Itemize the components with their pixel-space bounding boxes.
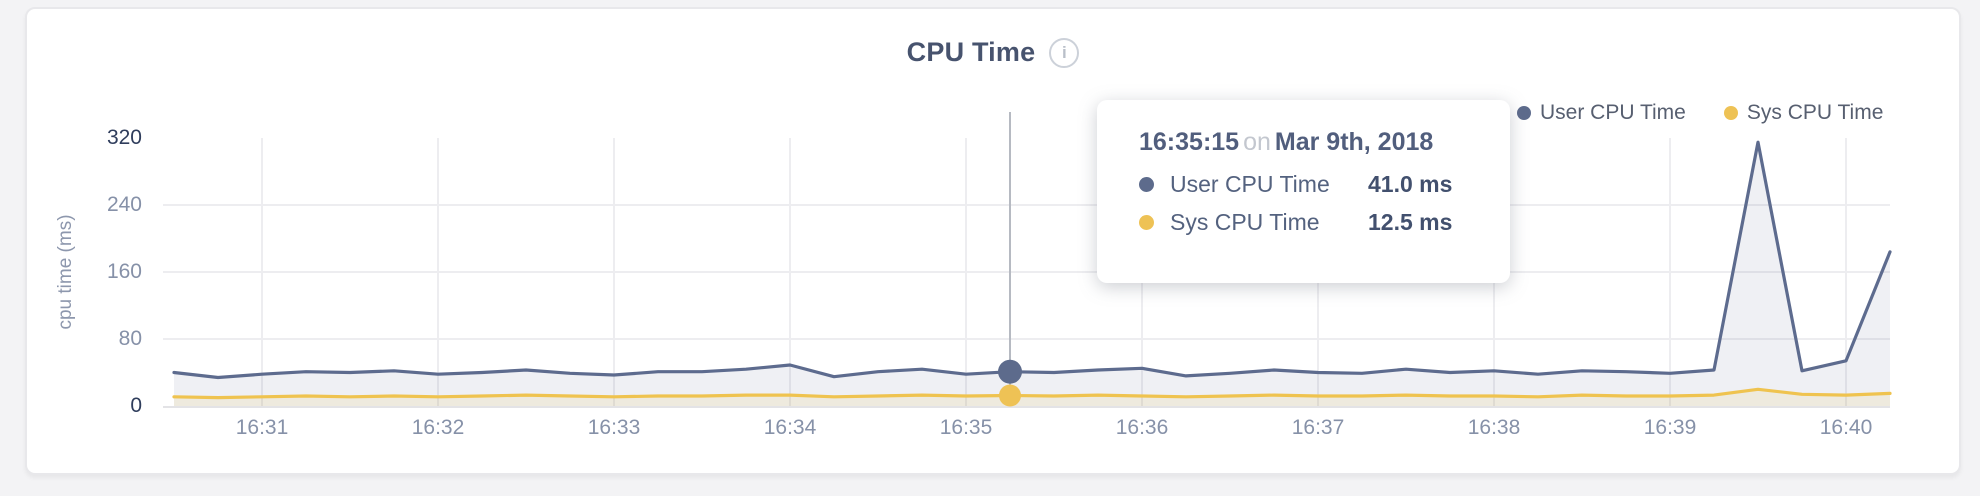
series-line (172, 387, 1892, 400)
hover-point-sys[interactable] (999, 384, 1021, 407)
user-series-dot (1139, 177, 1154, 192)
tooltip-series-label: Sys CPU Time (1170, 209, 1320, 235)
chart-tooltip: 16:35:15 on Mar 9th, 2018 User CPU Time 41… (1097, 100, 1510, 283)
series-area (174, 142, 1890, 406)
hover-point-user[interactable] (998, 359, 1022, 384)
chart-header: CPU Time i (27, 37, 1959, 68)
sys-series-legend-dot (1723, 106, 1738, 120)
series-line (172, 140, 1892, 380)
legend-item-user-cpu-time[interactable]: User CPU Time (1517, 101, 1686, 125)
chart-title: CPU Time (906, 37, 1036, 67)
tooltip-conjunction: on (1243, 128, 1271, 156)
sys-series-dot (1139, 215, 1154, 230)
tooltip-time: 16:35:15 (1139, 128, 1240, 156)
info-icon[interactable]: i (1049, 37, 1080, 68)
chart-legend: User CPU Time Sys CPU Time (1517, 101, 1883, 125)
tooltip-header: 16:35:15 on Mar 9th, 2018 (1139, 128, 1488, 157)
tooltip-series-label: User CPU Time (1170, 171, 1330, 197)
tooltip-series-value: 41.0 ms (1368, 171, 1453, 197)
tooltip-date: Mar 9th, 2018 (1274, 128, 1434, 156)
legend-label: Sys CPU Time (1746, 101, 1884, 124)
tooltip-series-value: 12.5 ms (1368, 209, 1453, 235)
series-area (174, 389, 1890, 406)
legend-label: User CPU Time (1540, 101, 1686, 124)
tooltip-row-sys: Sys CPU Time 12.5 ms (1139, 209, 1488, 236)
legend-item-sys-cpu-time[interactable]: Sys CPU Time (1723, 101, 1884, 125)
y-axis-title: cpu time (ms) (55, 214, 76, 330)
tooltip-row-user: User CPU Time 41.0 ms (1139, 171, 1488, 198)
user-series-legend-dot (1517, 106, 1531, 120)
